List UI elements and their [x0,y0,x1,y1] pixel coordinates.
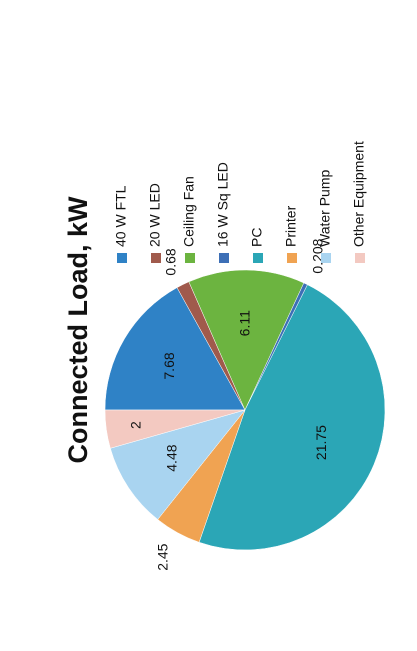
pie-slice [104,409,246,449]
legend-label: Ceiling Fan [181,176,197,247]
data-label: 7.68 [161,352,177,379]
legend-label: 20 W LED [147,183,163,247]
data-label: 6.11 [237,310,253,336]
legend-label: 40 W FTL [113,185,129,247]
legend-label: Printer [283,205,299,247]
data-label: 21.75 [313,425,329,460]
legend-swatch [117,253,127,263]
pie-slice [188,269,305,411]
legend-label: Other Equipment [351,141,367,247]
chart-title: Connected Load, kW [63,196,93,464]
data-label: 4.48 [163,444,179,471]
data-label: 2.45 [155,543,171,570]
legend-swatch [219,253,229,263]
pie-slice [104,287,246,411]
legend-label: PC [249,228,265,247]
rotated-chart: Connected Load, kW 7.68 0.68 6.11 0.208 21.7… [63,141,386,571]
pie-slice [198,284,386,551]
data-label: 0.68 [162,248,178,275]
legend-swatch [185,253,195,263]
legend-swatch [287,253,297,263]
legend-label: Water Pump [317,170,333,247]
legend-swatch [321,253,331,263]
pie-slice [110,409,246,520]
legend-swatch [355,253,365,263]
data-label: 0.208 [310,238,326,273]
legend-swatch [151,253,161,263]
legend-label: 16 W Sq LED [215,162,231,247]
data-label: 2 [128,421,144,429]
legend-swatch [253,253,263,263]
